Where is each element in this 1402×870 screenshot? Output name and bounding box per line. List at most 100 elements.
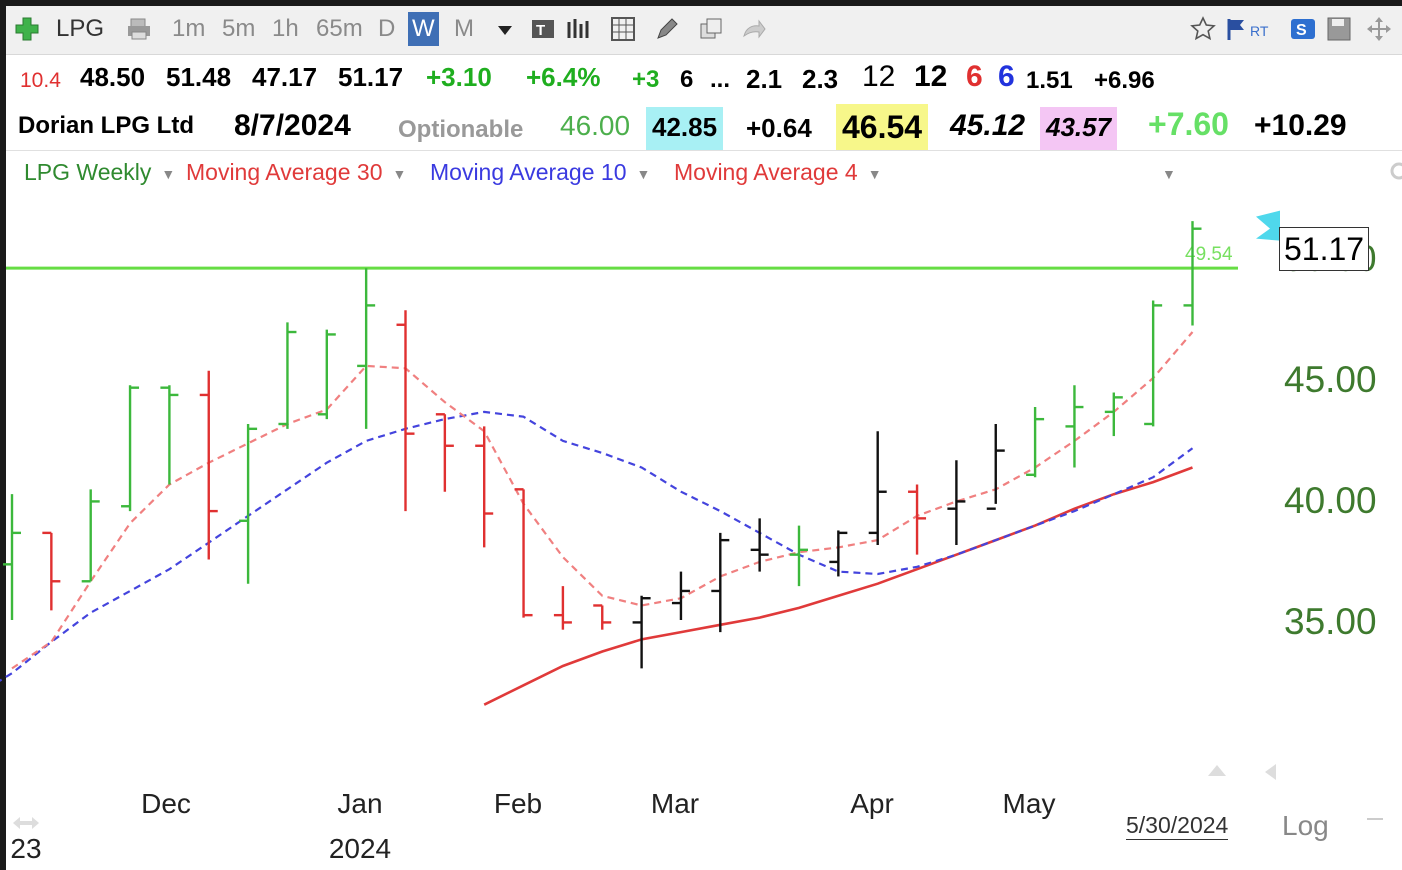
ohlc-bar xyxy=(1144,300,1163,427)
interval-1h[interactable]: 1h xyxy=(272,15,299,42)
ohlc-bar xyxy=(790,525,808,587)
quote-value: 10.4 xyxy=(20,69,61,92)
quote-change: +3.10 xyxy=(426,62,492,92)
quote-value: +3 xyxy=(632,66,660,93)
ohlc-bar xyxy=(829,530,848,577)
quote-value: 46.00 xyxy=(560,110,631,141)
ohlc-bar xyxy=(42,531,61,611)
collapse-icon[interactable] xyxy=(1366,814,1384,824)
quote-value: 2.1 xyxy=(746,64,783,94)
redo-arrow-icon[interactable] xyxy=(740,16,766,42)
ohlc-bar xyxy=(278,322,297,429)
chevron-down-icon[interactable]: ▼ xyxy=(636,165,651,182)
chart-legend: LPG Weekly ▼ Moving Average 30 ▼ Moving Av… xyxy=(6,150,1402,193)
svg-text:T: T xyxy=(536,22,545,39)
log-scale-toggle[interactable]: Log xyxy=(1282,810,1329,841)
scroll-left-icon[interactable] xyxy=(1262,762,1278,782)
chevron-down-icon[interactable]: ▼ xyxy=(867,165,882,182)
bar-style-icon[interactable] xyxy=(566,16,592,42)
ma-line-10 xyxy=(0,410,1194,682)
ohlc-bar xyxy=(750,518,769,572)
x-tick-label: Apr xyxy=(850,788,894,819)
ohlc-bar xyxy=(1104,392,1123,437)
symbol-field[interactable]: LPG xyxy=(56,15,105,42)
ohlc-bar xyxy=(947,460,966,545)
quote-value: 12 xyxy=(862,60,896,93)
realtime-label[interactable]: RT xyxy=(1250,23,1269,39)
quote-date: 8/7/2024 xyxy=(234,109,351,142)
interval-d[interactable]: D xyxy=(378,15,396,42)
legend-price-series[interactable]: LPG Weekly ▼ xyxy=(24,157,175,187)
interval-w[interactable]: W xyxy=(408,12,439,46)
chevron-down-icon[interactable]: ▼ xyxy=(161,165,176,182)
ohlc-bar xyxy=(671,571,690,620)
company-name: Dorian LPG Ltd xyxy=(18,112,194,139)
move-icon[interactable] xyxy=(1366,16,1392,42)
x-tick-label: Mar xyxy=(651,788,699,819)
ohlc-bar xyxy=(475,426,494,548)
quote-value: +7.60 xyxy=(1148,106,1229,142)
dropdown-icon[interactable] xyxy=(492,16,518,42)
ohlc-bar xyxy=(593,604,612,630)
print-icon[interactable] xyxy=(126,16,152,42)
ohlc-bar xyxy=(3,494,21,620)
legend-label: Moving Average 4 xyxy=(674,159,858,185)
quote-value: 6 xyxy=(966,60,983,93)
resize-arrows-icon[interactable] xyxy=(10,808,42,838)
interval-65m[interactable]: 65m xyxy=(316,15,363,42)
legend-label: Moving Average 10 xyxy=(430,159,627,185)
interval-5m[interactable]: 5m xyxy=(222,15,256,42)
flag-icon[interactable] xyxy=(1224,16,1250,42)
grid-icon[interactable] xyxy=(610,16,636,42)
y-tick-label: 35.00 xyxy=(1284,601,1377,642)
legend-ma10[interactable]: Moving Average 10 ▼ xyxy=(430,157,650,187)
x-tick-label: May xyxy=(1003,788,1056,819)
quote-change-pct: +6.4% xyxy=(526,62,601,92)
scroll-up-icon[interactable] xyxy=(1206,762,1228,778)
ohlc-bar xyxy=(908,484,927,555)
toolbar: LPG 1m 5m 1h 65m D W M T RT S xyxy=(6,6,1402,55)
quote-value: 2.3 xyxy=(802,64,839,94)
ohlc-bar xyxy=(1065,385,1084,468)
star-icon[interactable] xyxy=(1190,16,1216,42)
settings-gear-icon[interactable] xyxy=(1386,158,1402,184)
pencil-icon[interactable] xyxy=(654,16,680,42)
quote-highlight-yellow: 46.54 xyxy=(836,104,929,150)
quote-open: 48.50 xyxy=(80,62,146,92)
quote-value: +0.64 xyxy=(746,113,812,143)
interval-m[interactable]: M xyxy=(454,15,474,42)
ohlc-bar xyxy=(1183,221,1202,326)
price-chart[interactable]: 49.54 35.0040.0045.0050.00DecJanFebMarAp… xyxy=(0,190,1402,870)
ohlc-bar xyxy=(199,370,218,560)
year-label: 2024 xyxy=(329,833,391,864)
quote-value: 6 xyxy=(998,60,1015,93)
window-frame-left xyxy=(0,0,6,870)
legend-label: LPG Weekly xyxy=(24,159,152,185)
legend-ma4[interactable]: Moving Average 4 ▼ xyxy=(674,157,882,187)
s-icon[interactable]: S xyxy=(1290,16,1316,42)
price-marker xyxy=(1256,210,1280,241)
quote-value: 45.12 xyxy=(950,109,1026,142)
ohlc-bar xyxy=(317,329,336,420)
date-marker: 5/30/2024 xyxy=(1126,812,1229,840)
quote-value: 1.51 xyxy=(1026,67,1073,94)
legend-menu[interactable]: ▼ xyxy=(1152,157,1176,187)
copy-icon[interactable] xyxy=(698,16,724,42)
legend-ma30[interactable]: Moving Average 30 ▼ xyxy=(186,157,406,187)
chevron-down-icon[interactable]: ▼ xyxy=(1162,165,1176,182)
quote-value: +10.29 xyxy=(1254,109,1347,142)
interval-1m[interactable]: 1m xyxy=(172,15,206,42)
ohlc-bar xyxy=(239,423,258,584)
save-icon[interactable] xyxy=(1326,16,1352,42)
ma-line-30 xyxy=(483,466,1193,706)
ohlc-bar xyxy=(986,423,1005,510)
quote-last: 51.17 xyxy=(338,62,404,92)
quote-highlight-pink: 43.57 xyxy=(1040,107,1118,151)
chevron-down-icon[interactable]: ▼ xyxy=(392,165,407,182)
plus-icon[interactable] xyxy=(14,16,40,42)
quote-value: 12 xyxy=(914,60,948,93)
ohlc-bar xyxy=(711,532,730,633)
text-icon[interactable]: T xyxy=(530,16,556,42)
x-tick-label: Dec xyxy=(141,788,191,819)
x-tick-label: Feb xyxy=(494,788,542,819)
